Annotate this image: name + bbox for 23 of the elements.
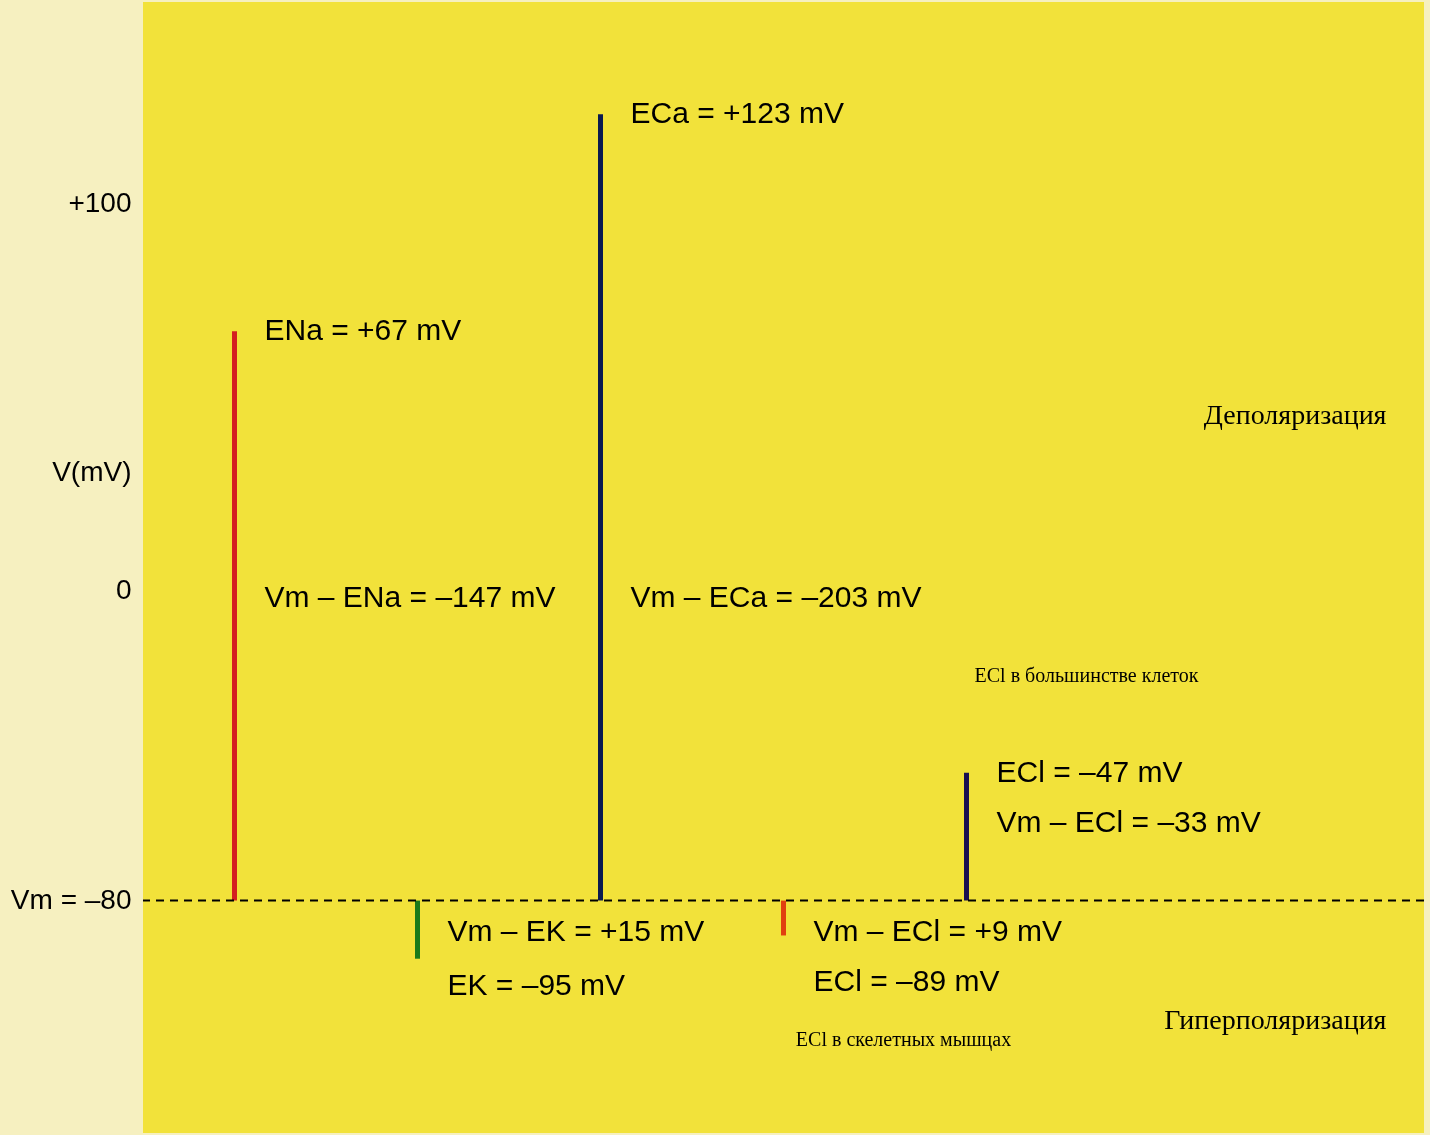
y-tick-label: +100 <box>68 186 132 218</box>
annotation: ECa = +123 mV <box>630 96 844 130</box>
text: Деполяризация <box>1203 399 1387 431</box>
bar <box>232 331 237 901</box>
text: Гиперполяризация <box>1164 1003 1387 1035</box>
bar <box>964 772 969 901</box>
annotation: Vm – EK = +15 mV <box>447 913 705 947</box>
annotation: Vm – ECa = –203 mV <box>630 580 922 614</box>
annotation: Vm – ECl = –33 mV <box>996 805 1261 839</box>
annotation: ECl в большинстве клеток <box>974 663 1199 686</box>
annotation: Vm – ECl = +9 mV <box>813 913 1062 947</box>
annotation: ENa = +67 mV <box>264 313 462 347</box>
y-axis-title: V(mV) <box>52 455 132 487</box>
annotation: ECl = –47 mV <box>996 754 1183 788</box>
bar <box>415 900 420 959</box>
y-tick-label: 0 <box>115 574 132 606</box>
annotation: ECl = –89 mV <box>813 963 1000 997</box>
annotation: Vm – ENa = –147 mV <box>264 580 556 614</box>
bar <box>781 900 786 936</box>
y-tick-label: Vm = –80 <box>10 884 132 916</box>
bar <box>598 114 603 901</box>
annotation: ECl в скелетных мышцах <box>795 1028 1012 1052</box>
annotation: EK = –95 mV <box>447 967 626 1001</box>
